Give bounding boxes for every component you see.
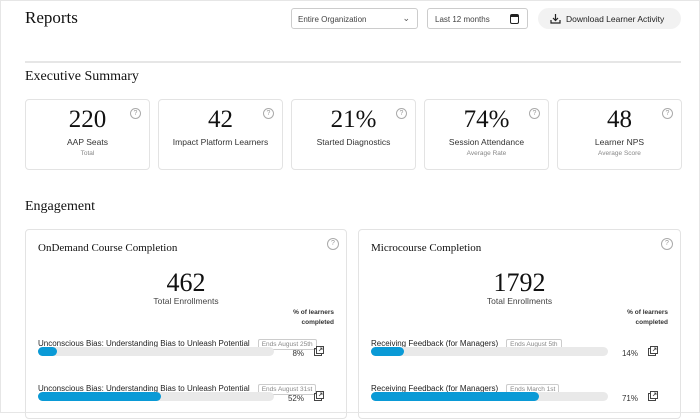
percent-completed: 52% — [278, 394, 304, 403]
divider — [25, 61, 681, 63]
progress-fill — [38, 392, 161, 401]
summary-card: 42 Impact Platform Learners ? — [158, 99, 283, 170]
summary-label: Session Attendance — [425, 137, 548, 147]
summary-card: 74% Session Attendance Average Rate ? — [424, 99, 549, 170]
external-link-icon[interactable] — [648, 346, 658, 356]
summary-label: Impact Platform Learners — [159, 137, 282, 147]
engagement-panel: OnDemand Course Completion ? 462 Total E… — [25, 229, 347, 419]
question-circle-icon[interactable]: ? — [130, 108, 141, 119]
external-link-icon[interactable] — [314, 346, 324, 356]
summary-label: AAP Seats — [26, 137, 149, 147]
percent-completed: 8% — [278, 349, 304, 358]
question-circle-icon[interactable]: ? — [327, 238, 339, 250]
total-enrollments-value: 1792 — [359, 268, 680, 298]
date-range-value: Last 12 months — [435, 15, 490, 24]
progress-bar — [371, 347, 608, 356]
engagement-heading: Engagement — [25, 199, 95, 215]
percent-header-line: completed — [627, 318, 668, 328]
percent-header-line: % of learners — [627, 308, 668, 318]
summary-label: Learner NPS — [558, 137, 681, 147]
total-enrollments-value: 462 — [26, 268, 346, 298]
progress-bar — [38, 347, 274, 356]
total-enrollments-label: Total Enrollments — [26, 296, 346, 306]
course-row: Unconscious Bias: Understanding Bias to … — [38, 378, 334, 396]
percent-completed: 14% — [612, 349, 638, 358]
external-link-icon[interactable] — [314, 391, 324, 401]
engagement-panel: Microcourse Completion ? 1792 Total Enro… — [358, 229, 681, 419]
panel-title: Microcourse Completion — [371, 242, 481, 254]
progress-fill — [371, 347, 404, 356]
question-circle-icon[interactable]: ? — [661, 238, 673, 250]
executive-summary-heading: Executive Summary — [25, 69, 139, 85]
question-circle-icon[interactable]: ? — [662, 108, 673, 119]
organization-select[interactable]: Entire Organization ⌄ — [291, 8, 418, 29]
organization-select-value: Entire Organization — [298, 15, 366, 24]
percent-header-line: % of learners — [293, 308, 334, 318]
panel-title: OnDemand Course Completion — [38, 242, 177, 254]
summary-sub: Average Rate — [425, 150, 548, 157]
progress-fill — [371, 392, 539, 401]
download-label: Download Learner Activity — [566, 14, 664, 24]
page-title: Reports — [25, 8, 78, 28]
progress-bar — [371, 392, 608, 401]
percent-completed: 71% — [612, 394, 638, 403]
percent-column-header: % of learnerscompleted — [627, 308, 668, 328]
progress-fill — [38, 347, 57, 356]
download-learner-activity-button[interactable]: Download Learner Activity — [538, 8, 681, 29]
question-circle-icon[interactable]: ? — [263, 108, 274, 119]
summary-card: 21% Started Diagnostics ? — [291, 99, 416, 170]
download-icon — [550, 13, 561, 24]
total-enrollments-label: Total Enrollments — [359, 296, 680, 306]
calendar-icon — [510, 14, 519, 24]
question-circle-icon[interactable]: ? — [396, 108, 407, 119]
chevron-down-icon: ⌄ — [402, 13, 410, 24]
summary-card: 220 AAP Seats Total ? — [25, 99, 150, 170]
summary-label: Started Diagnostics — [292, 137, 415, 147]
progress-bar — [38, 392, 274, 401]
question-circle-icon[interactable]: ? — [529, 108, 540, 119]
summary-card: 48 Learner NPS Average Score ? — [557, 99, 682, 170]
external-link-icon[interactable] — [648, 391, 658, 401]
course-row: Receiving Feedback (for Managers)Ends Ma… — [371, 378, 668, 396]
summary-sub: Average Score — [558, 150, 681, 157]
percent-column-header: % of learnerscompleted — [293, 308, 334, 328]
date-range-picker[interactable]: Last 12 months — [427, 8, 528, 29]
course-row: Receiving Feedback (for Managers)Ends Au… — [371, 333, 668, 351]
summary-sub: Total — [26, 150, 149, 157]
percent-header-line: completed — [293, 318, 334, 328]
course-row: Unconscious Bias: Understanding Bias to … — [38, 333, 334, 351]
